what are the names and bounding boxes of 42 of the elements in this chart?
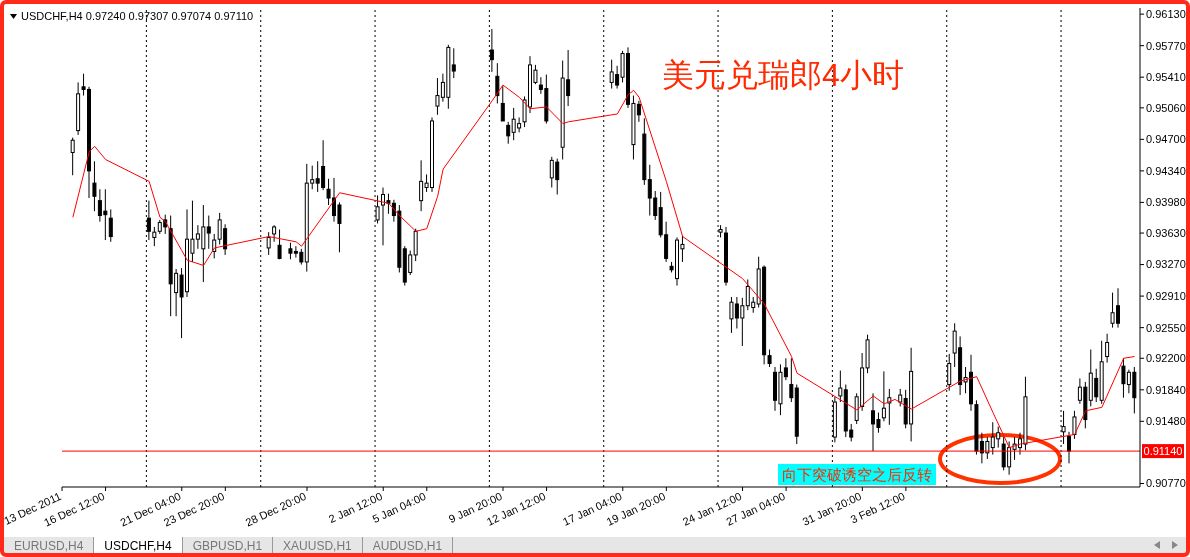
candlestick [152, 226, 157, 247]
x-tick-label: 28 Dec 20:00 [243, 489, 308, 529]
candlestick [206, 215, 211, 250]
candlestick [1072, 410, 1077, 440]
y-tick-label: 0.94340 [1146, 164, 1186, 177]
candlestick [108, 208, 113, 243]
candlestick [277, 229, 282, 260]
y-tick-label: 0.94700 [1146, 133, 1186, 146]
candlestick [451, 47, 456, 79]
candlestick [92, 160, 97, 212]
candlestick [266, 231, 271, 256]
candlestick [789, 357, 794, 403]
candlestick [506, 121, 511, 145]
y-tick-label: 0.91480 [1146, 415, 1186, 428]
ref-line-label: 0.91140 [1143, 445, 1183, 458]
y-tick-label: 0.92910 [1146, 290, 1186, 303]
candlestick [887, 388, 892, 426]
annotation: 向下突破诱空之后反转 [778, 464, 936, 485]
candlestick [413, 228, 418, 262]
y-tick-label: 0.92550 [1146, 321, 1186, 334]
text: AUDUSD,H1 [362, 537, 454, 553]
text: EURUSD,H4 [4, 537, 95, 553]
text: XAUUSD,H1 [273, 537, 363, 553]
y-tick-label: 0.90770 [1146, 477, 1186, 490]
y-tick-label: 0.93270 [1146, 258, 1186, 271]
text: GBPUSD,H1 [182, 537, 274, 553]
candlestick [500, 85, 505, 122]
candlestick [881, 370, 886, 422]
candlestick [70, 137, 75, 176]
y-tick-label: 0.91840 [1146, 383, 1186, 396]
annotation: 美元兑瑞郎4小时 [662, 56, 904, 95]
y-tick-label: 0.95060 [1146, 101, 1186, 114]
y-tick-label: 0.95410 [1146, 71, 1186, 84]
y-tick-label: 0.92200 [1146, 352, 1186, 365]
candlestick [1105, 333, 1110, 364]
y-tick-label: 0.93630 [1146, 226, 1186, 239]
chart-title: USDCHF,H4 0.97240 0.97307 0.97074 0.97110 [21, 10, 254, 22]
y-tick-label: 0.93980 [1146, 196, 1186, 209]
y-tick-label: 0.96130 [1146, 8, 1186, 21]
y-tick-label: 0.95770 [1146, 39, 1186, 52]
text: USDCHF,H4 [94, 537, 183, 553]
candlestick [838, 370, 843, 403]
